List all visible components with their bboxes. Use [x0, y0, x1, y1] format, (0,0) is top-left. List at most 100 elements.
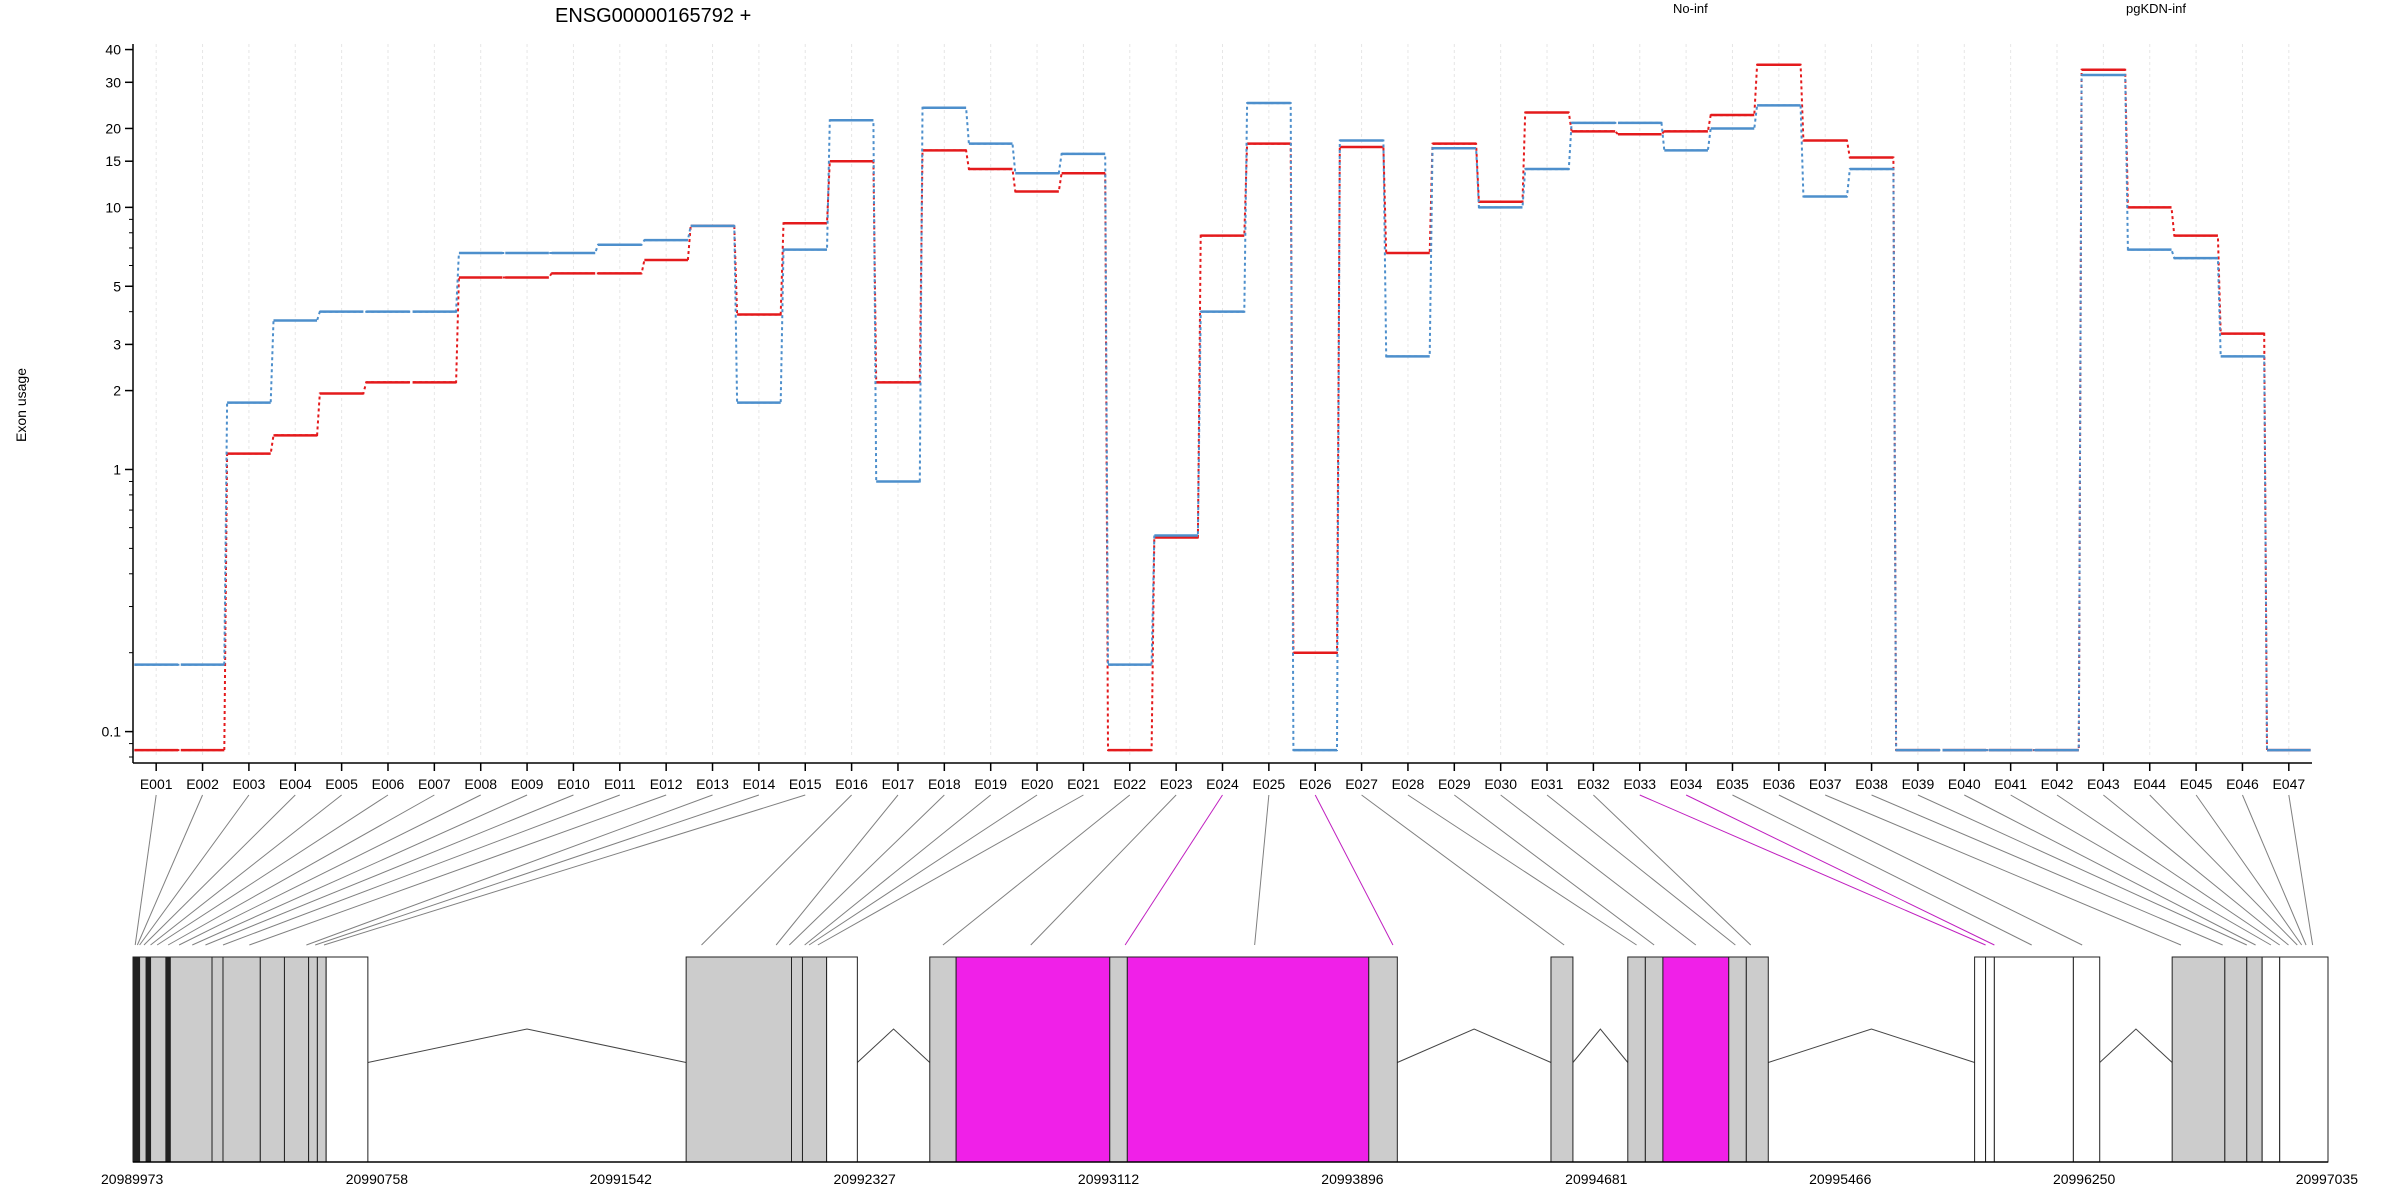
exon-block — [1126, 956, 1370, 1163]
y-tick-label: 5 — [113, 278, 121, 294]
exon-link — [1124, 794, 1223, 946]
x-tick-label: E002 — [186, 776, 219, 792]
x-tick-label: E014 — [743, 776, 776, 792]
series-connector — [134, 74, 2311, 752]
x-tick-label: E028 — [1392, 776, 1425, 792]
coordinate-label: 20989973 — [101, 1171, 164, 1187]
exon-link — [1825, 794, 2182, 946]
x-tick-label: E031 — [1531, 776, 1564, 792]
exon-block — [1745, 956, 1769, 1163]
exon-link — [306, 794, 713, 946]
y-tick-label: 2 — [113, 383, 121, 399]
x-tick-label: E009 — [511, 776, 544, 792]
exon-block — [929, 956, 957, 1163]
coordinate-label: 20994681 — [1565, 1171, 1628, 1187]
x-tick-label: E001 — [140, 776, 173, 792]
legend-pgkdn-inf: pgKDN-inf — [2126, 1, 2186, 16]
exon-block — [283, 956, 310, 1163]
x-tick-label: E024 — [1206, 776, 1239, 792]
exon-link — [2056, 794, 2280, 946]
legend-no-inf: No-inf — [1673, 1, 1708, 16]
exon-block — [2072, 956, 2101, 1163]
x-tick-label: E030 — [1484, 776, 1517, 792]
exon-block — [169, 956, 213, 1163]
exon-link — [136, 794, 204, 946]
exon-link — [178, 794, 481, 946]
coordinate-label: 20993896 — [1321, 1171, 1384, 1187]
exon-link — [2149, 794, 2298, 946]
y-tick-label: 30 — [105, 74, 121, 90]
x-tick-label: E013 — [696, 776, 729, 792]
y-axis-label: Exon usage — [13, 368, 29, 442]
exon-link — [1314, 794, 1394, 946]
exon-link — [2103, 794, 2289, 946]
exon-link — [2010, 794, 2272, 946]
x-tick-label: E032 — [1577, 776, 1610, 792]
exon-block — [1644, 956, 1664, 1163]
exon-link — [1361, 794, 1565, 946]
x-tick-label: E045 — [2180, 776, 2213, 792]
exon-link — [192, 794, 528, 946]
exon-link — [1593, 794, 1752, 946]
exon-block — [1974, 956, 1987, 1163]
x-tick-label: E043 — [2087, 776, 2120, 792]
exon-link — [156, 794, 389, 946]
coordinate-label: 20991542 — [590, 1171, 653, 1187]
coordinate-label: 20995466 — [1809, 1171, 1872, 1187]
exon-block — [1368, 956, 1398, 1163]
exon-link — [701, 794, 852, 946]
coordinate-label: 20997035 — [2296, 1171, 2359, 1187]
chart-title: ENSG00000165792 + — [555, 5, 751, 27]
exon-block — [2171, 956, 2226, 1163]
x-tick-label: E010 — [557, 776, 590, 792]
intron-line — [1397, 1028, 1552, 1063]
exon-link — [1732, 794, 2032, 946]
exon-block — [2279, 956, 2329, 1163]
exon-block — [145, 956, 152, 1163]
x-tick-label: E003 — [233, 776, 266, 792]
x-tick-label: E017 — [882, 776, 915, 792]
x-tick-label: E015 — [789, 776, 822, 792]
exon-block — [791, 956, 803, 1163]
x-tick-label: E042 — [2041, 776, 2074, 792]
exon-link — [143, 794, 296, 946]
exon-link — [1964, 794, 2256, 946]
x-tick-label: E035 — [1716, 776, 1749, 792]
exon-link — [139, 794, 250, 946]
exon-block — [308, 956, 318, 1163]
y-tick-label: 3 — [113, 336, 121, 352]
exon-link — [1685, 794, 1995, 946]
exon-block — [1662, 956, 1730, 1163]
gene-model: 20989973 20990758 20991542 20992327 20993112… — [101, 794, 2359, 1187]
exon-link — [1030, 794, 1177, 946]
exon-block — [1627, 956, 1646, 1163]
x-tick-label: E022 — [1113, 776, 1146, 792]
exon-block — [222, 956, 261, 1163]
exon-block — [1993, 956, 2074, 1163]
exon-link — [1917, 794, 2247, 946]
exon-block — [259, 956, 285, 1163]
exon-block — [955, 956, 1111, 1163]
exon-link — [1500, 794, 1697, 946]
exon-block — [2224, 956, 2248, 1163]
plot-area: 0.1 1 2 3 5 10 15 20 30 40 E001 E002 E003 E004 E005 E00… — [102, 42, 2312, 792]
x-tick-label: E038 — [1855, 776, 1888, 792]
exon-link — [249, 794, 667, 946]
y-tick-label: 20 — [105, 120, 121, 136]
exon-link — [1454, 794, 1655, 946]
exon-link — [942, 794, 1131, 946]
x-tick-label: E006 — [372, 776, 405, 792]
exon-link — [1639, 794, 1986, 946]
exon-block — [685, 956, 793, 1163]
exon-block — [150, 956, 167, 1163]
x-tick-label: E004 — [279, 776, 312, 792]
exon-block — [2261, 956, 2281, 1163]
exon-link — [788, 794, 945, 946]
exon-block — [325, 956, 369, 1163]
y-tick-label: 0.1 — [102, 724, 122, 740]
exon-block — [801, 956, 828, 1163]
intron-line — [367, 1028, 687, 1063]
exon-link — [315, 794, 760, 946]
exon-link — [1546, 794, 1736, 946]
